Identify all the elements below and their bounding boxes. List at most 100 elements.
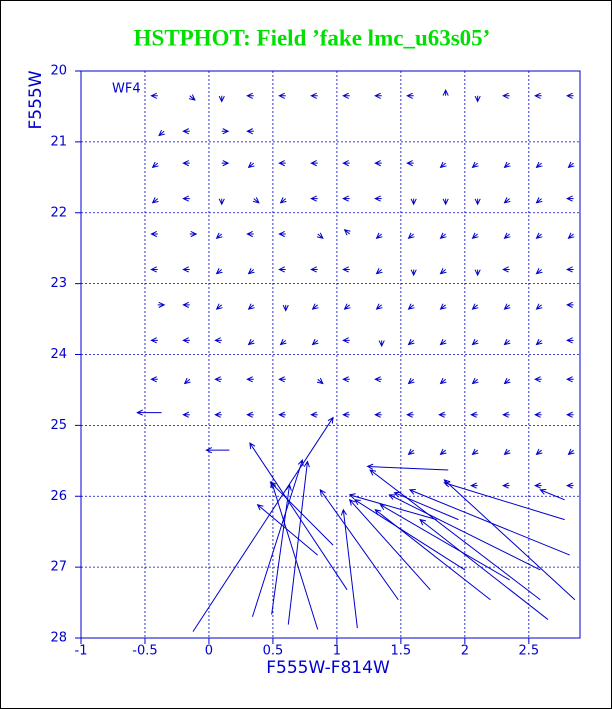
vector-arrow [503,377,511,385]
vector-arrow [214,337,222,344]
x-tick-label: 2 [461,644,469,659]
vector-arrow [182,337,190,344]
vector-arrow [157,301,166,308]
vector-arrow [353,499,466,571]
vector-arrow [567,448,575,456]
vector-arrow [348,498,431,591]
vector-arrow [566,482,574,489]
vector-arrow [374,376,382,383]
y-tick-label: 25 [50,418,67,433]
vector-arrow [278,376,286,383]
vector-arrow [503,161,511,169]
vector-arrow [439,338,447,346]
vector-arrow [566,195,574,202]
y-tick-label: 20 [50,64,67,79]
vector-arrow [470,411,478,418]
x-tick-label: 1.5 [391,644,412,659]
annotation: WF4 [112,82,141,97]
vector-arrow [502,92,510,99]
vector-arrow [342,266,350,273]
vector-arrow [407,448,415,456]
vector-arrow [535,197,543,204]
vector-arrow [406,160,414,167]
vector-arrow [535,268,543,275]
vector-arrow [182,266,190,273]
vector-arrow [378,340,385,348]
vector-arrow [246,230,254,238]
vector-arrow [215,268,223,275]
vector-arrow [282,304,289,312]
vector-arrow [192,416,334,632]
vector-arrow [369,469,541,601]
vector-arrow [471,161,479,169]
vector-arrow [215,232,223,239]
vector-arrow [374,160,382,167]
y-tick-label: 26 [50,489,67,504]
vector-arrow [183,377,191,385]
vector-arrow [319,488,399,601]
vector-arrow [316,232,324,239]
vector-arrow [535,303,543,310]
vector-arrow [439,448,447,456]
vector-arrow [502,266,510,273]
vector-arrow [566,411,574,418]
vector-arrow [310,160,318,167]
vector-arrow [534,482,542,489]
vector-arrow [442,88,449,96]
x-tick-label: 1 [333,644,341,659]
vector-arrow [150,266,158,273]
vector-arrow [439,232,447,239]
vector-arrow [246,92,254,99]
vector-arrow [215,303,223,310]
vector-arrow [566,92,574,99]
vector-arrow [439,303,447,310]
vector-arrow [311,303,319,310]
y-axis-label: F555W [26,70,46,129]
vector-arrow [278,92,286,99]
vector-arrow [566,376,574,383]
vector-arrow [503,197,511,204]
vector-arrow [474,269,481,277]
vector-arrow [247,303,255,310]
vector-arrow [503,303,511,310]
vector-arrow [567,232,575,239]
vector-arrow [158,129,165,137]
vector-arrow [534,376,542,383]
vector-arrow [150,337,158,344]
vector-arrow [218,198,225,206]
y-tick-label: 27 [50,560,67,575]
vector-arrow [439,161,447,169]
vector-arrow [471,448,479,456]
vector-arrow [269,481,334,546]
vector-arrow [366,463,449,471]
vector-arrow [279,197,287,204]
vector-arrow [310,266,318,273]
vector-arrow [408,488,570,556]
y-tick-label: 21 [50,134,67,149]
vector-arrow [246,411,254,418]
x-tick-label: -0.5 [132,644,157,659]
vector-arrow [310,411,318,418]
vector-arrow [442,198,449,206]
vector-arrow [407,232,415,239]
vector-arrow [348,493,437,521]
vector-arrow [535,161,543,169]
vector-arrow [407,338,415,346]
vector-arrow [271,483,292,615]
vector-arrow [535,232,543,239]
vector-arrow [439,268,447,275]
vector-arrow [247,268,255,275]
vector-arrow [221,160,230,167]
vector-arrow [406,411,414,418]
vector-arrow [182,160,190,167]
vector-arrow [471,232,479,239]
vector-arrow [471,303,479,310]
vector-arrow [503,338,511,346]
vector-arrow [375,303,383,310]
vector-arrow [214,411,222,418]
vector-arrow [342,195,350,202]
y-tick-label: 28 [50,631,67,646]
vector-arrow [534,92,542,99]
